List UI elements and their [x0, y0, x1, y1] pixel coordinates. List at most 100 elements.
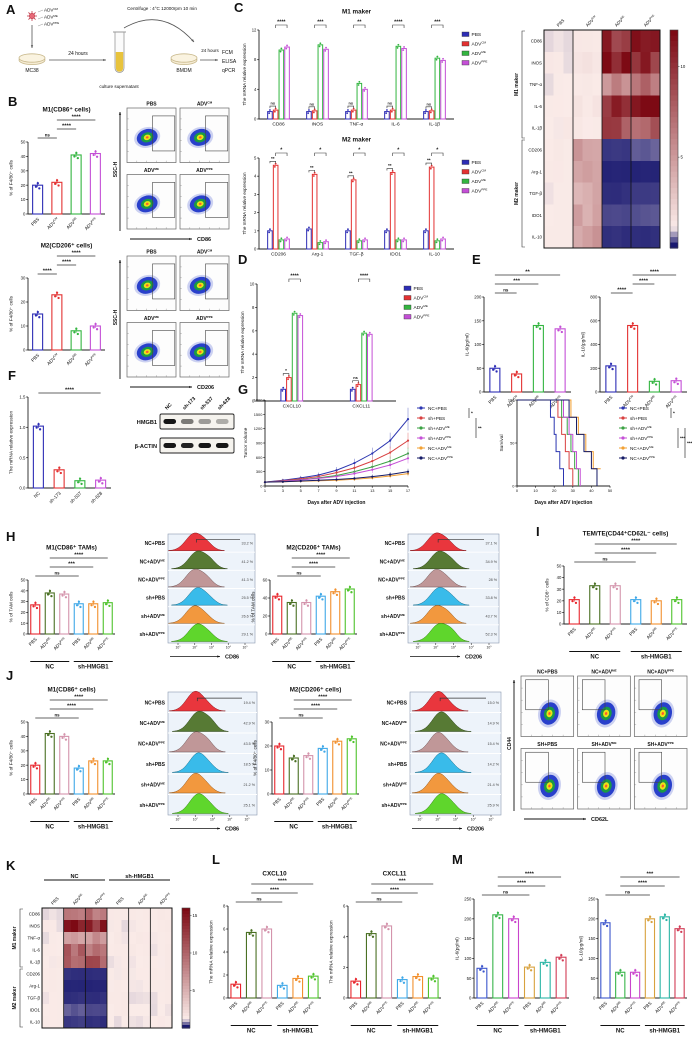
svg-text:33.8 %: 33.8 %	[486, 596, 498, 600]
svg-text:CD86: CD86	[225, 655, 239, 661]
svg-text:****: ****	[360, 274, 369, 280]
svg-text:ADVME: ADVME	[82, 796, 96, 810]
svg-text:*: *	[436, 148, 439, 154]
svg-text:105: 105	[243, 646, 249, 650]
svg-text:**: **	[357, 20, 362, 26]
svg-text:30: 30	[21, 748, 26, 753]
svg-text:***: ***	[434, 20, 441, 26]
svg-text:sh-537: sh-537	[69, 490, 83, 504]
svg-text:50: 50	[510, 441, 515, 446]
svg-text:IL-10: IL-10	[532, 235, 543, 240]
svg-text:NC: NC	[367, 1029, 376, 1035]
flow-j-cd44-cd62l: NC+PBS NC+ADVME NC+ADVPPE SH+PBS SH+ADVME SH+…	[504, 666, 692, 824]
svg-text:****: ****	[290, 274, 299, 280]
svg-text:0: 0	[260, 484, 263, 489]
svg-text:0: 0	[559, 622, 562, 627]
svg-text:iNOS: iNOS	[532, 60, 543, 65]
svg-text:% of TAM cells: % of TAM cells	[9, 591, 14, 622]
svg-text:CD86: CD86	[225, 827, 239, 833]
svg-text:ADVME: ADVME	[280, 636, 294, 650]
svg-text:****: ****	[67, 703, 77, 709]
svg-text:CD86: CD86	[272, 122, 285, 128]
svg-text:40: 40	[557, 575, 562, 580]
svg-text:**: **	[271, 156, 275, 161]
svg-text:NC: NC	[33, 490, 42, 499]
svg-text:sh+ADVME: sh+ADVME	[630, 425, 652, 431]
svg-text:NC: NC	[616, 1029, 625, 1035]
svg-text:PBS: PBS	[71, 637, 81, 647]
svg-text:sh+ADVPPE: sh+ADVPPE	[139, 631, 165, 638]
svg-text:ADVPPE: ADVPPE	[337, 636, 352, 651]
svg-text:15.0 %: 15.0 %	[488, 701, 500, 705]
panel-b-label: B	[8, 94, 18, 109]
svg-text:ADVME: ADVME	[406, 1000, 420, 1014]
svg-text:200: 200	[590, 366, 598, 371]
svg-text:IL-1β: IL-1β	[532, 126, 543, 131]
flow-b-cd86: PBS ADVCM ADVME ADVPPE SSC-H CD86	[112, 98, 234, 244]
svg-text:200: 200	[464, 916, 472, 921]
svg-text:10: 10	[557, 610, 562, 615]
svg-text:0: 0	[595, 390, 598, 395]
svg-text:ADVCM: ADVCM	[472, 41, 487, 48]
panel-m-label: M	[452, 852, 463, 867]
svg-text:ADVCM: ADVCM	[472, 169, 487, 176]
experiment-schematic: ADVCM ADVME ADVPPE MC38 24 hours culture supe…	[14, 2, 237, 94]
svg-text:NC: NC	[289, 825, 298, 831]
svg-text:sh+PBS: sh+PBS	[428, 416, 445, 421]
svg-text:PBS: PBS	[28, 637, 38, 647]
svg-text:*: *	[285, 368, 287, 373]
svg-text:NC+ADVME: NC+ADVME	[140, 558, 165, 565]
svg-text:IL-10(pg/ml): IL-10(pg/ml)	[579, 935, 584, 961]
svg-text:ns: ns	[602, 556, 608, 561]
svg-text:PBS: PBS	[474, 1001, 484, 1011]
svg-text:****: ****	[278, 878, 288, 884]
svg-text:ADVME: ADVME	[645, 626, 659, 640]
svg-text:ADVPPE: ADVPPE	[83, 352, 98, 367]
svg-text:IL-6(pg/ml): IL-6(pg/ml)	[455, 937, 460, 960]
chart-i-tem-te: 0 10 20 30 40 50 % of CD8⁺ cells PBS ADVME ADVPPE…	[542, 528, 690, 661]
svg-text:41.3 %: 41.3 %	[242, 578, 254, 582]
svg-text:ADVCM: ADVCM	[621, 394, 636, 409]
svg-text:****: ****	[638, 880, 648, 886]
svg-text:CD206: CD206	[197, 385, 214, 391]
svg-text:0: 0	[512, 484, 515, 489]
svg-text:Arg-1: Arg-1	[312, 252, 324, 258]
svg-text:NC+ADVPPE: NC+ADVPPE	[630, 455, 655, 461]
svg-text:2: 2	[223, 973, 226, 978]
svg-text:sh+ADVPPE: sh+ADVPPE	[379, 631, 405, 638]
svg-text:1200: 1200	[254, 426, 263, 431]
svg-text:8: 8	[252, 305, 255, 310]
svg-text:***: ***	[317, 20, 324, 26]
svg-text:20: 20	[265, 744, 270, 749]
svg-text:NC+ADVME: NC+ADVME	[380, 558, 405, 565]
svg-text:ADVME: ADVME	[65, 352, 79, 366]
svg-text:PBS: PBS	[567, 627, 577, 637]
svg-text:****: ****	[270, 887, 280, 893]
svg-text:IDO1: IDO1	[390, 252, 402, 258]
svg-text:0: 0	[223, 996, 226, 1001]
chart-l-cxcl11: 0 2 4 6 The mRNA relative expression PBS ADVME…	[326, 868, 444, 1035]
svg-text:sh-628: sh-628	[90, 490, 104, 504]
svg-text:200: 200	[588, 916, 596, 921]
svg-text:***: ***	[680, 436, 686, 441]
svg-text:ADVME: ADVME	[144, 315, 159, 322]
svg-text:sh+ADVPPE: sh+ADVPPE	[630, 435, 653, 441]
svg-text:NC+PBS: NC+PBS	[537, 670, 558, 676]
svg-text:ADVPPE: ADVPPE	[254, 1000, 269, 1015]
svg-text:NC+PBS: NC+PBS	[428, 406, 447, 411]
svg-text:MC38: MC38	[25, 68, 39, 74]
svg-text:CD206: CD206	[26, 972, 40, 977]
svg-text:50: 50	[591, 976, 596, 981]
svg-text:50: 50	[557, 564, 562, 569]
svg-text:TNF-α: TNF-α	[350, 122, 364, 128]
svg-text:NC+ADVME: NC+ADVME	[428, 445, 452, 451]
svg-text:105: 105	[245, 818, 251, 822]
svg-text:sh-173: sh-173	[48, 490, 62, 504]
svg-text:ADVCM: ADVCM	[197, 249, 213, 256]
chart-l-cxcl10: 0 2 4 6 8 The mRNA relative expression PBS ADVM…	[206, 868, 324, 1035]
svg-text:3: 3	[282, 488, 284, 493]
svg-text:ns: ns	[45, 132, 51, 137]
svg-text:****: ****	[687, 441, 692, 446]
svg-text:sh-HMGB1: sh-HMGB1	[125, 874, 154, 880]
svg-text:****: ****	[639, 278, 649, 284]
